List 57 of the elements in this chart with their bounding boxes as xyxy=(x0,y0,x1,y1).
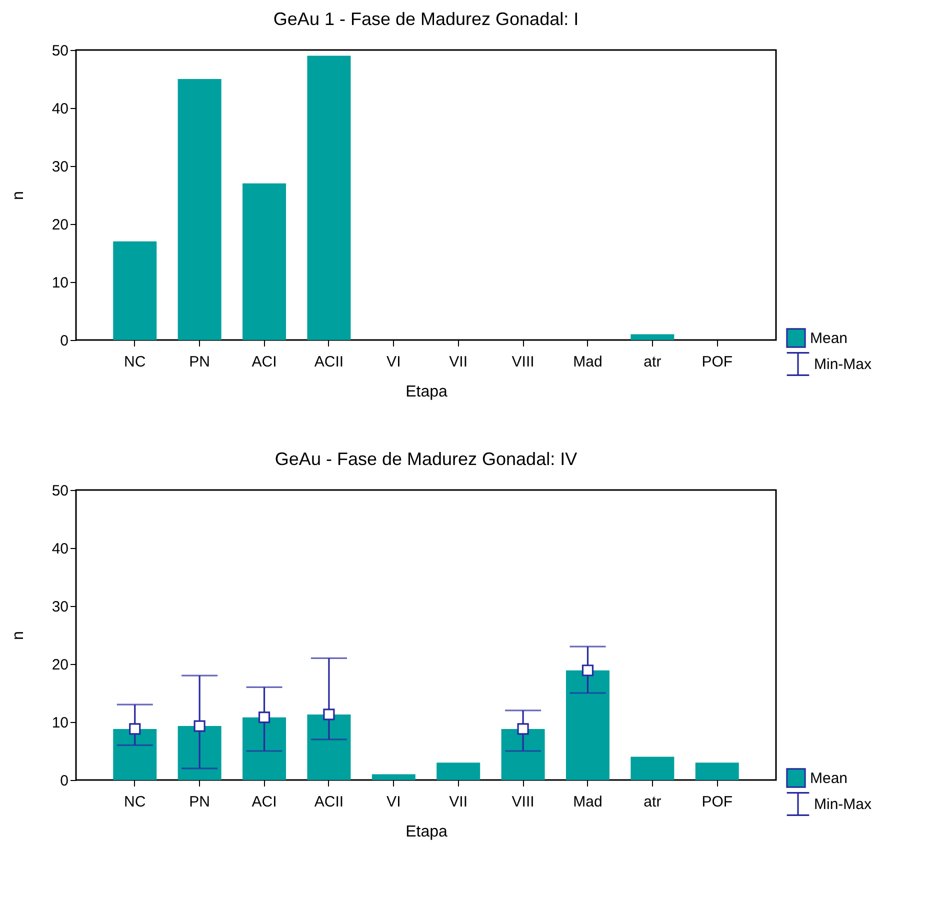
x-tick-label: atr xyxy=(644,794,662,810)
bar xyxy=(242,183,286,340)
legend-label: Mean xyxy=(810,330,848,347)
y-axis-title: n xyxy=(10,631,27,640)
x-axis-title: Etapa xyxy=(406,384,448,400)
x-tick-label: POF xyxy=(702,354,733,370)
text: Min-Max xyxy=(814,796,872,813)
x-tick-label: VII xyxy=(449,354,468,370)
x-tick-label: VII xyxy=(449,794,468,810)
bar xyxy=(178,726,222,780)
bar xyxy=(307,714,351,780)
y-tick-label: 10 xyxy=(52,274,68,292)
legend-label: Mean xyxy=(810,770,848,787)
x-tick-label: Mad xyxy=(573,794,602,810)
y-tick-label: 50 xyxy=(52,482,68,500)
x-tick-label: VIII xyxy=(512,354,534,370)
y-tick-label: 50 xyxy=(52,42,68,60)
text: Min-Max xyxy=(814,356,872,373)
y-tick-label: 40 xyxy=(52,540,68,558)
y-tick-label: 0 xyxy=(60,332,68,350)
bar xyxy=(630,756,674,780)
x-tick-label: VI xyxy=(386,794,401,810)
bar xyxy=(307,56,351,340)
x-tick-label: ACII xyxy=(314,354,344,370)
x-tick-label: NC xyxy=(124,794,146,810)
x-tick-label: POF xyxy=(702,794,733,810)
bar xyxy=(501,728,545,780)
bar xyxy=(113,728,157,780)
x-tick-label: ACI xyxy=(252,794,277,810)
y-tick-label: 10 xyxy=(52,714,68,732)
bar xyxy=(695,762,739,780)
x-tick-label: PN xyxy=(189,354,210,370)
y-tick-label: 20 xyxy=(52,656,68,674)
chart-title: GeAu 1 - Fase de Madurez Gonadal: I xyxy=(273,9,579,29)
bar xyxy=(113,241,157,340)
x-tick-label: ACI xyxy=(252,354,277,370)
y-tick-label: 30 xyxy=(52,598,68,616)
x-tick-label: PN xyxy=(189,794,210,810)
bar xyxy=(178,79,222,340)
y-tick-label: 0 xyxy=(60,772,68,790)
x-tick-label: atr xyxy=(644,354,662,370)
chart-title: GeAu - Fase de Madurez Gonadal: IV xyxy=(274,449,578,469)
x-axis-title: Etapa xyxy=(406,824,448,840)
y-tick-label: 30 xyxy=(52,158,68,176)
bar xyxy=(242,717,286,780)
bar xyxy=(630,334,674,340)
bar xyxy=(566,670,610,780)
y-axis-title: n xyxy=(10,191,27,200)
x-tick-label: VI xyxy=(386,354,401,370)
bar xyxy=(372,774,416,780)
x-tick-label: NC xyxy=(124,354,146,370)
x-tick-label: Mad xyxy=(573,354,602,370)
y-tick-label: 20 xyxy=(52,216,68,234)
bar xyxy=(436,762,480,780)
y-tick-label: 40 xyxy=(52,100,68,118)
x-tick-label: VIII xyxy=(512,794,534,810)
x-tick-label: ACII xyxy=(314,794,344,810)
